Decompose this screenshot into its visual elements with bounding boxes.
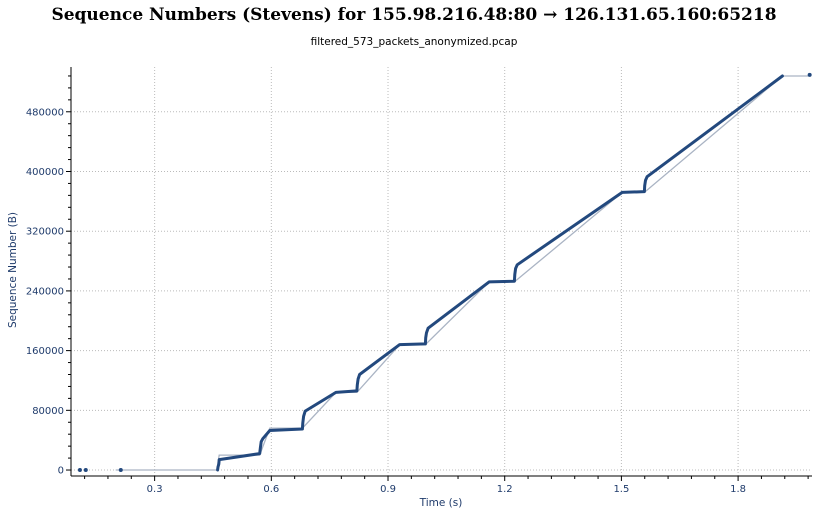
sequence-point [77, 468, 82, 473]
y-tick-label: 480000 [26, 107, 64, 118]
y-tick-label: 80000 [32, 406, 64, 417]
sequence-line [216, 74, 784, 472]
y-tick-label: 320000 [26, 227, 64, 238]
grid-lines [71, 67, 812, 476]
chart-subtitle: filtered_573_packets_anonymized.pcap [310, 36, 518, 48]
x-tick-label: 0.6 [263, 484, 279, 495]
x-tick-label: 0.9 [380, 484, 396, 495]
y-tick-label: 160000 [26, 346, 64, 357]
x-tick-label: 1.2 [497, 484, 513, 495]
y-tick-label: 400000 [26, 167, 64, 178]
sequence-point [807, 72, 812, 77]
tick-labels: 0.3 0.6 0.9 1.2 1.5 1.8 0 80000 160000 240000 3200… [26, 107, 746, 495]
y-axis-label: Sequence Number (B) [7, 212, 19, 328]
sequence-series [77, 72, 812, 473]
y-tick-label: 240000 [26, 286, 64, 297]
axes [66, 67, 812, 481]
x-tick-label: 1.5 [613, 484, 629, 495]
x-tick-label: 1.8 [730, 484, 746, 495]
sequence-point [118, 468, 123, 473]
y-tick-label: 0 [58, 466, 64, 477]
chart-title: Sequence Numbers (Stevens) for 155.98.21… [51, 5, 777, 25]
x-tick-label: 0.3 [147, 484, 163, 495]
sequence-point [83, 468, 88, 473]
x-axis-label: Time (s) [419, 497, 463, 509]
